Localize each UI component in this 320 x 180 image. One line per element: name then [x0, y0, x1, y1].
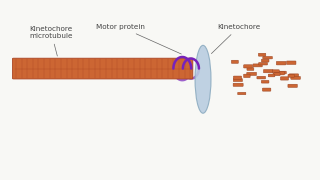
- FancyBboxPatch shape: [238, 92, 246, 95]
- FancyBboxPatch shape: [289, 74, 299, 77]
- FancyBboxPatch shape: [261, 80, 269, 83]
- FancyBboxPatch shape: [233, 76, 242, 79]
- FancyBboxPatch shape: [280, 77, 289, 80]
- Text: Kinetochore
microtubule: Kinetochore microtubule: [29, 26, 73, 56]
- FancyBboxPatch shape: [263, 56, 272, 59]
- Text: Motor protein: Motor protein: [96, 24, 181, 54]
- FancyBboxPatch shape: [288, 84, 297, 87]
- FancyBboxPatch shape: [273, 70, 279, 72]
- FancyBboxPatch shape: [247, 68, 254, 70]
- FancyBboxPatch shape: [291, 76, 300, 79]
- FancyBboxPatch shape: [280, 71, 286, 74]
- FancyBboxPatch shape: [233, 83, 243, 86]
- FancyBboxPatch shape: [276, 61, 286, 65]
- FancyBboxPatch shape: [268, 74, 275, 77]
- FancyBboxPatch shape: [274, 71, 284, 75]
- FancyBboxPatch shape: [12, 58, 193, 79]
- FancyBboxPatch shape: [273, 73, 280, 76]
- FancyBboxPatch shape: [231, 60, 238, 63]
- FancyBboxPatch shape: [233, 79, 243, 82]
- FancyBboxPatch shape: [288, 74, 294, 77]
- Text: Kinetochore: Kinetochore: [212, 24, 260, 54]
- FancyBboxPatch shape: [259, 62, 268, 65]
- FancyBboxPatch shape: [257, 76, 266, 79]
- FancyBboxPatch shape: [244, 65, 252, 68]
- FancyBboxPatch shape: [261, 59, 269, 62]
- FancyBboxPatch shape: [258, 53, 266, 56]
- FancyBboxPatch shape: [247, 72, 257, 75]
- FancyBboxPatch shape: [253, 64, 262, 67]
- FancyBboxPatch shape: [286, 61, 296, 64]
- FancyBboxPatch shape: [262, 88, 271, 91]
- Ellipse shape: [195, 45, 211, 113]
- FancyBboxPatch shape: [244, 74, 250, 78]
- FancyBboxPatch shape: [263, 69, 273, 73]
